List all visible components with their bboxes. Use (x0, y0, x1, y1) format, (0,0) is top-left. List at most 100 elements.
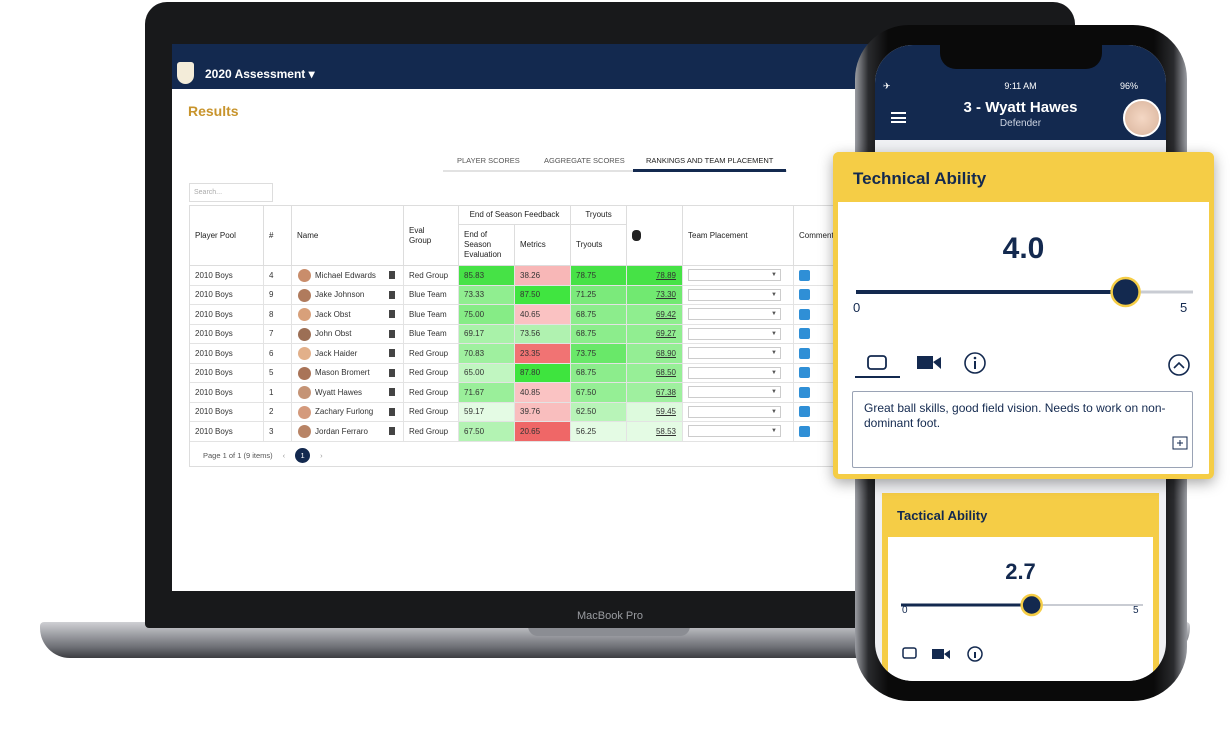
cell-text[interactable]: 58.53 (655, 426, 676, 436)
app-title[interactable]: 2020 Assessment ▾ (205, 67, 315, 81)
owl-column-header[interactable] (627, 206, 683, 266)
cell-text[interactable]: 78.89 (655, 270, 676, 280)
team-placement: ▼ (683, 344, 794, 364)
cell-text: 40.85 (520, 387, 541, 397)
cell: 69.17 (459, 324, 515, 344)
slider[interactable] (888, 585, 1153, 625)
group-header: End of Season Feedback (459, 206, 571, 225)
comment-box[interactable]: Great ball skills, good field vision. Ne… (852, 391, 1193, 468)
cell-text[interactable]: 69.27 (655, 329, 676, 339)
column-header[interactable]: Name (292, 206, 404, 266)
tab[interactable]: PLAYER SCORES (457, 156, 520, 165)
overall-score[interactable]: 59.45 (627, 402, 683, 422)
slider-knob[interactable] (1110, 276, 1141, 308)
cell: 2010 Boys (190, 324, 264, 344)
cell: 73.75 (571, 344, 627, 364)
cell: Jack Haider (292, 344, 404, 364)
cell: Jake Johnson (292, 285, 404, 305)
doc-icon[interactable] (389, 427, 395, 435)
doc-icon[interactable] (389, 290, 395, 299)
cell-text: 7 (269, 329, 274, 339)
column-header[interactable]: Metrics (515, 225, 571, 266)
cell-text[interactable]: 68.90 (655, 348, 676, 358)
cell-text: Red Group (409, 426, 449, 436)
cell-text: 2010 Boys (195, 348, 233, 358)
column-header[interactable]: Player Pool (190, 206, 264, 266)
cell-text: 2010 Boys (195, 387, 233, 397)
cell: 2010 Boys (190, 422, 264, 442)
cell-text[interactable]: 73.30 (655, 290, 676, 300)
slider-knob[interactable] (1020, 593, 1043, 617)
cell-text[interactable]: 59.45 (655, 407, 676, 417)
card-tabs[interactable] (850, 350, 1200, 380)
cell-text: Jack Obst (315, 309, 351, 319)
column-header[interactable]: Tryouts (571, 225, 627, 266)
slider-min: 0 (902, 605, 908, 616)
doc-icon[interactable] (389, 349, 395, 357)
cell-text: 6 (269, 348, 274, 358)
cell: 5 (264, 363, 292, 383)
pager-prev[interactable]: ‹ (282, 451, 286, 460)
overall-score[interactable]: 69.27 (627, 324, 683, 344)
doc-icon[interactable] (389, 329, 395, 338)
cell: Red Group (404, 383, 459, 403)
results-table: End of Season Feedback Tryouts Player Pool… (189, 205, 889, 467)
menu-button[interactable] (891, 112, 906, 123)
score: 2.7 (1005, 559, 1036, 584)
overall-score[interactable]: 73.30 (627, 285, 683, 305)
cell-text: 20.65 (520, 426, 541, 436)
tab[interactable]: AGGREGATE SCORES (544, 156, 625, 165)
cell: 70.83 (459, 344, 515, 364)
doc-icon[interactable] (389, 310, 395, 318)
tab[interactable]: RANKINGS AND TEAM PLACEMENT (646, 156, 774, 165)
overall-score[interactable]: 69.42 (627, 305, 683, 325)
cell: 8 (264, 305, 292, 325)
cell-text: 38.26 (520, 270, 541, 280)
column-header[interactable]: Eval Group (404, 206, 459, 266)
overall-score[interactable]: 58.53 (627, 422, 683, 442)
cell: 62.50 (571, 402, 627, 422)
overall-score[interactable]: 68.90 (627, 344, 683, 364)
cell-text: 68.75 (576, 368, 597, 378)
cell: 56.25 (571, 422, 627, 442)
cell-text: 56.25 (576, 426, 597, 436)
cell-text: Blue Team (409, 290, 447, 300)
doc-icon[interactable] (389, 388, 395, 396)
add-icon[interactable] (1172, 436, 1188, 450)
cell-text: 68.75 (576, 329, 597, 339)
cell-text: 73.33 (464, 290, 485, 300)
card-icons[interactable] (902, 645, 1002, 665)
page-button[interactable]: 1 (295, 448, 311, 463)
doc-icon[interactable] (389, 407, 395, 416)
cell-text[interactable]: 67.38 (655, 387, 676, 397)
overall-score[interactable]: 68.50 (627, 363, 683, 383)
cell-text: 87.80 (520, 368, 541, 378)
avatar (298, 366, 311, 380)
column-header[interactable]: End of Season Evaluation (459, 225, 515, 266)
cell-text: 65.00 (464, 368, 485, 378)
cell-text: 87.50 (520, 290, 541, 300)
cell-text: Zachary Furlong (315, 407, 374, 417)
cell: Red Group (404, 402, 459, 422)
column-header[interactable]: # (264, 206, 292, 266)
cell: 40.65 (515, 305, 571, 325)
slider[interactable] (838, 272, 1209, 312)
cell-text: 59.17 (464, 407, 485, 417)
overall-score[interactable]: 67.38 (627, 383, 683, 403)
pager-next[interactable]: › (320, 451, 323, 460)
airplane-icon: ✈ (883, 81, 891, 91)
doc-icon[interactable] (389, 271, 395, 279)
status-time: 9:11 AM (1004, 81, 1037, 91)
cell-text[interactable]: 69.42 (655, 309, 676, 319)
overall-score[interactable]: 78.89 (627, 266, 683, 286)
cell: Jordan Ferraro (292, 422, 404, 442)
column-header[interactable]: Team Placement (683, 206, 794, 266)
cell-text: Michael Edwards (315, 270, 376, 280)
cell-text: 5 (269, 368, 274, 378)
cell-text: 9 (269, 290, 274, 300)
cell-text: 71.25 (576, 290, 597, 300)
doc-icon[interactable] (389, 368, 395, 377)
search-box[interactable]: Search... (189, 183, 273, 202)
cell-text[interactable]: 68.50 (655, 368, 676, 378)
